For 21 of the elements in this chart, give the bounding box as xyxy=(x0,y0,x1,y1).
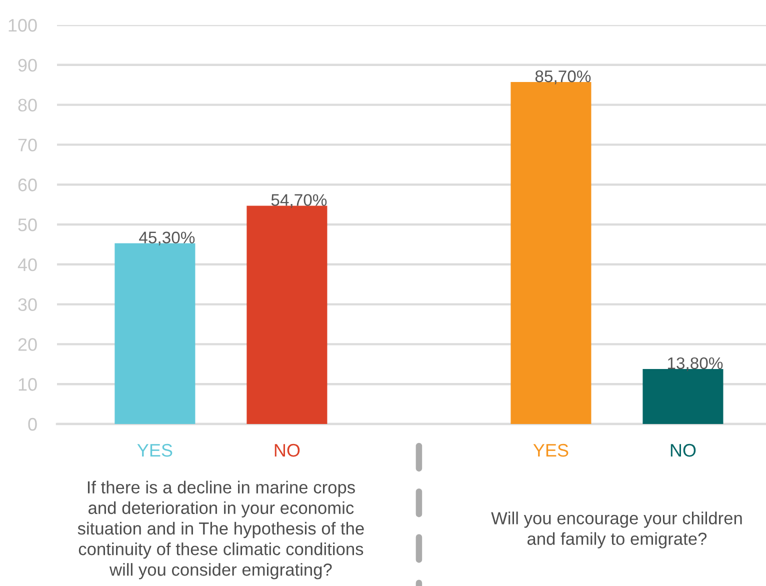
y-tick-label: 60 xyxy=(18,178,37,192)
y-tick-label: 50 xyxy=(18,218,37,232)
data-label: 13,80% xyxy=(668,357,723,372)
text: Will you encourage your children and family to emigrate? xyxy=(491,512,742,548)
y-tick-label: 100 xyxy=(8,18,37,32)
y-tick-label: 40 xyxy=(18,258,37,272)
y-tick-label: 90 xyxy=(18,58,37,72)
y-tick-label: 80 xyxy=(18,98,37,112)
data-label: 45,30% xyxy=(139,232,195,246)
x-tick-label: NO xyxy=(274,444,300,457)
data-label: 85,70% xyxy=(535,70,591,84)
x-tick-label: YES xyxy=(533,444,568,457)
y-tick-label: 20 xyxy=(18,338,37,351)
x-tick-label: NO xyxy=(670,444,696,457)
y-tick-label: 10 xyxy=(18,378,37,391)
data-label: 54,70% xyxy=(271,194,327,208)
y-tick-label: 70 xyxy=(18,138,37,152)
y-tick-label: 30 xyxy=(18,298,37,312)
x-tick-label: YES xyxy=(137,444,172,457)
y-tick-label: 0 xyxy=(28,418,37,431)
text: If there is a decline in marine crops and deterioration in your economic situation and in The hypothesis of the continuity of these climatic conditions will you consider emigrating? xyxy=(78,480,364,580)
